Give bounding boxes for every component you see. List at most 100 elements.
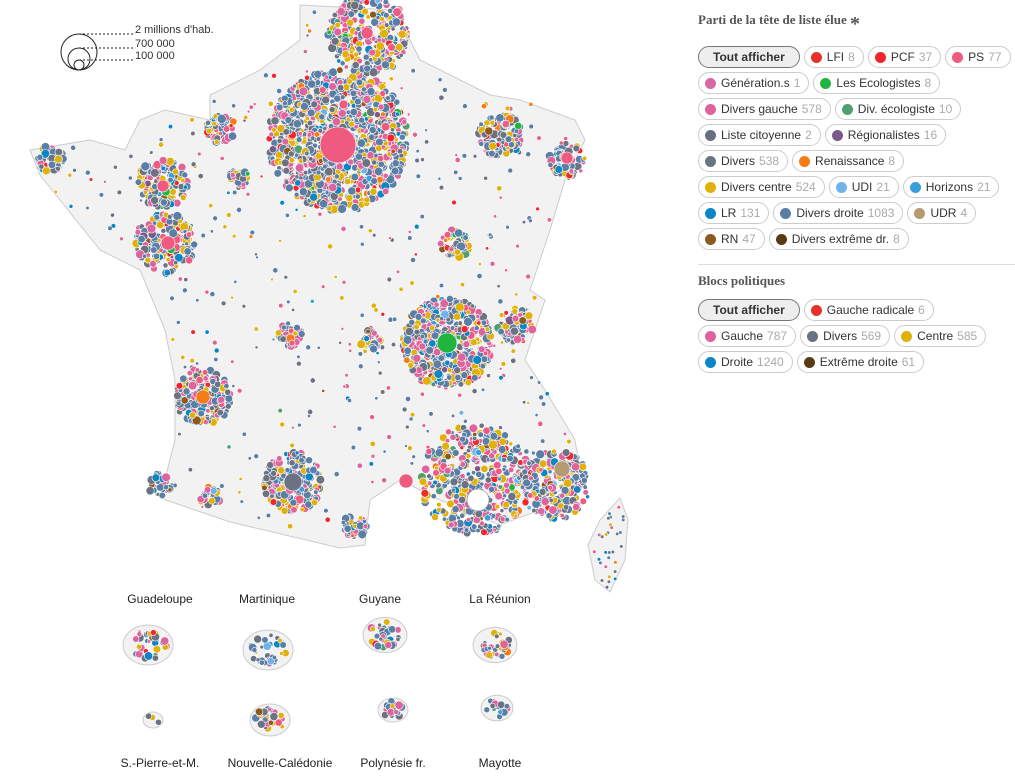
commune-bubble[interactable] <box>289 442 295 449</box>
nice-bubble[interactable] <box>553 460 571 478</box>
commune-bubble[interactable] <box>568 168 575 174</box>
commune-bubble[interactable] <box>495 467 503 475</box>
nantes-bubble[interactable] <box>160 235 176 251</box>
commune-bubble[interactable] <box>150 168 160 178</box>
commune-bubble[interactable] <box>340 226 347 232</box>
commune-bubble[interactable] <box>224 394 233 403</box>
commune-bubble[interactable] <box>270 116 280 126</box>
commune-bubble[interactable] <box>494 643 501 649</box>
commune-bubble[interactable] <box>294 163 305 173</box>
commune-bubble[interactable] <box>514 121 523 130</box>
commune-bubble[interactable] <box>286 299 291 305</box>
commune-bubble[interactable] <box>346 78 353 85</box>
commune-bubble[interactable] <box>119 236 124 242</box>
commune-bubble[interactable] <box>374 0 381 4</box>
commune-bubble[interactable] <box>426 473 432 479</box>
commune-bubble[interactable] <box>166 214 173 220</box>
commune-bubble[interactable] <box>407 445 413 451</box>
commune-bubble[interactable] <box>436 502 442 508</box>
commune-bubble[interactable] <box>508 441 514 447</box>
commune-bubble[interactable] <box>305 33 310 38</box>
commune-bubble[interactable] <box>293 191 300 198</box>
commune-bubble[interactable] <box>472 355 482 365</box>
commune-bubble[interactable] <box>338 99 349 110</box>
commune-bubble[interactable] <box>457 381 464 388</box>
commune-bubble[interactable] <box>442 516 447 522</box>
commune-bubble[interactable] <box>526 460 532 466</box>
commune-bubble[interactable] <box>483 175 488 181</box>
commune-bubble[interactable] <box>298 187 308 197</box>
commune-bubble[interactable] <box>475 470 483 478</box>
commune-bubble[interactable] <box>386 133 395 143</box>
commune-bubble[interactable] <box>309 298 315 304</box>
commune-bubble[interactable] <box>297 330 306 338</box>
commune-bubble[interactable] <box>158 141 164 148</box>
commune-bubble[interactable] <box>479 363 487 370</box>
commune-bubble[interactable] <box>272 267 279 274</box>
commune-bubble[interactable] <box>488 232 493 237</box>
commune-bubble[interactable] <box>538 459 548 468</box>
commune-bubble[interactable] <box>451 487 456 493</box>
commune-bubble[interactable] <box>254 345 259 350</box>
commune-bubble[interactable] <box>160 636 170 646</box>
commune-bubble[interactable] <box>288 459 296 467</box>
commune-bubble[interactable] <box>538 394 544 401</box>
commune-bubble[interactable] <box>285 183 294 193</box>
commune-bubble[interactable] <box>218 131 223 136</box>
commune-bubble[interactable] <box>373 153 379 159</box>
commune-bubble[interactable] <box>395 111 401 117</box>
commune-bubble[interactable] <box>309 192 319 202</box>
commune-bubble[interactable] <box>408 318 416 326</box>
commune-bubble[interactable] <box>437 176 442 181</box>
commune-bubble[interactable] <box>268 131 275 138</box>
commune-bubble[interactable] <box>143 651 154 661</box>
commune-bubble[interactable] <box>355 78 364 87</box>
commune-bubble[interactable] <box>443 237 448 243</box>
commune-bubble[interactable] <box>267 100 274 107</box>
commune-bubble[interactable] <box>609 525 614 530</box>
commune-bubble[interactable] <box>254 707 264 716</box>
commune-bubble[interactable] <box>209 405 215 412</box>
commune-bubble[interactable] <box>180 177 186 183</box>
commune-bubble[interactable] <box>375 41 385 51</box>
commune-bubble[interactable] <box>150 246 158 254</box>
commune-bubble[interactable] <box>328 67 338 77</box>
commune-bubble[interactable] <box>385 95 391 101</box>
commune-bubble[interactable] <box>339 60 346 67</box>
commune-bubble[interactable] <box>518 316 527 325</box>
commune-bubble[interactable] <box>273 169 282 178</box>
commune-bubble[interactable] <box>451 505 460 514</box>
commune-bubble[interactable] <box>370 17 380 27</box>
commune-bubble[interactable] <box>237 490 242 495</box>
party-chip[interactable]: Les Ecologistes 8 <box>813 72 941 94</box>
commune-bubble[interactable] <box>172 168 179 176</box>
commune-bubble[interactable] <box>448 246 455 253</box>
commune-bubble[interactable] <box>169 188 177 196</box>
commune-bubble[interactable] <box>170 337 176 342</box>
commune-bubble[interactable] <box>322 125 328 131</box>
commune-bubble[interactable] <box>409 412 416 418</box>
commune-bubble[interactable] <box>379 28 389 39</box>
commune-bubble[interactable] <box>619 544 624 549</box>
commune-bubble[interactable] <box>464 378 472 387</box>
commune-bubble[interactable] <box>337 196 343 202</box>
commune-bubble[interactable] <box>435 486 444 495</box>
commune-bubble[interactable] <box>377 160 385 168</box>
commune-bubble[interactable] <box>362 95 372 104</box>
commune-bubble[interactable] <box>592 549 597 554</box>
commune-bubble[interactable] <box>535 449 545 460</box>
commune-bubble[interactable] <box>361 86 367 93</box>
commune-bubble[interactable] <box>496 185 503 192</box>
commune-bubble[interactable] <box>433 348 442 357</box>
commune-bubble[interactable] <box>459 445 465 451</box>
commune-bubble[interactable] <box>413 323 420 331</box>
commune-bubble[interactable] <box>168 228 178 238</box>
commune-bubble[interactable] <box>55 165 61 172</box>
commune-bubble[interactable] <box>362 523 369 530</box>
commune-bubble[interactable] <box>490 513 497 519</box>
commune-bubble[interactable] <box>195 376 204 384</box>
commune-bubble[interactable] <box>103 180 107 184</box>
commune-bubble[interactable] <box>252 102 257 106</box>
commune-bubble[interactable] <box>451 199 457 206</box>
commune-bubble[interactable] <box>304 472 314 482</box>
